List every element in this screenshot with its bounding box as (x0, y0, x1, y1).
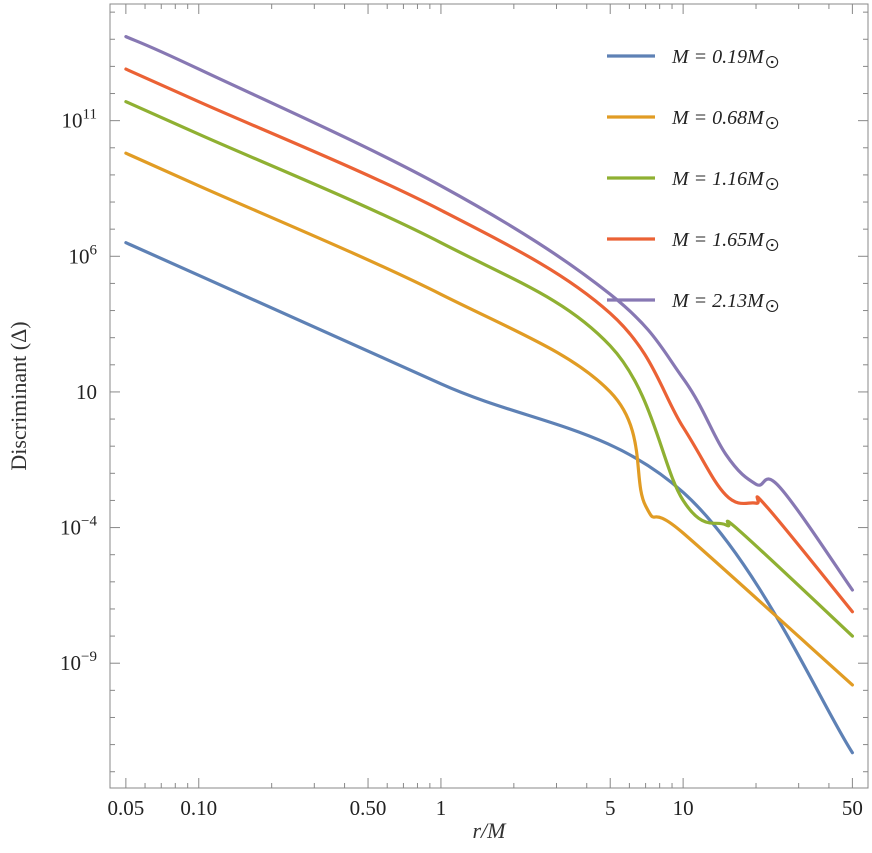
solar-mass-symbol (766, 55, 779, 69)
legend-label-2: M = 0.68M (671, 107, 765, 129)
x-axis-ticks: 0.05 0.10 0.50 1 5 10 50 (107, 4, 863, 820)
solar-mass-dot (770, 243, 774, 247)
x-tick-label: 5 (605, 796, 616, 820)
legend-label-5: M = 2.13M (671, 290, 765, 312)
x-tick-label: 0.05 (107, 796, 144, 820)
x-tick-label: 10 (673, 796, 694, 820)
series-line-3 (124, 100, 854, 638)
solar-mass-symbol (766, 116, 779, 130)
legend-label-3: M = 1.16M (671, 168, 765, 190)
solar-mass-dot (770, 121, 774, 125)
y-tick-label: 1011 (62, 107, 97, 133)
legend: M = 0.19M M = 0.68M M = 1.16M M = 1.65M M = … (607, 46, 779, 313)
legend-label-4: M = 1.65M (671, 229, 765, 251)
solar-mass-dot (770, 182, 774, 186)
y-tick-label: 10 (76, 380, 97, 404)
series-line-5 (124, 35, 854, 592)
x-tick-label: 1 (436, 796, 447, 820)
series-lines (124, 35, 854, 755)
x-tick-label: 0.50 (350, 796, 387, 820)
solar-mass-symbol (766, 238, 779, 252)
y-axis-ticks: 1011 106 10 10−4 10−9 (60, 11, 868, 773)
series-line-4 (124, 67, 854, 614)
plot-frame (109, 3, 869, 789)
series-line-1 (124, 241, 854, 755)
legend-label-1: M = 0.19M (671, 46, 765, 68)
solar-mass-symbol (766, 177, 779, 191)
x-tick-label: 0.10 (180, 796, 217, 820)
y-tick-label: 10−9 (60, 649, 97, 675)
y-tick-label: 10−4 (60, 514, 97, 540)
solar-mass-symbol (766, 299, 779, 313)
x-tick-label: 50 (842, 796, 863, 820)
solar-mass-dot (770, 304, 774, 308)
solar-mass-dot (770, 60, 774, 64)
series-line-2 (124, 151, 854, 687)
x-axis-title: r/M (473, 818, 508, 843)
y-axis-title: Discriminant (Δ) (6, 321, 31, 470)
y-tick-label: 106 (69, 242, 98, 268)
